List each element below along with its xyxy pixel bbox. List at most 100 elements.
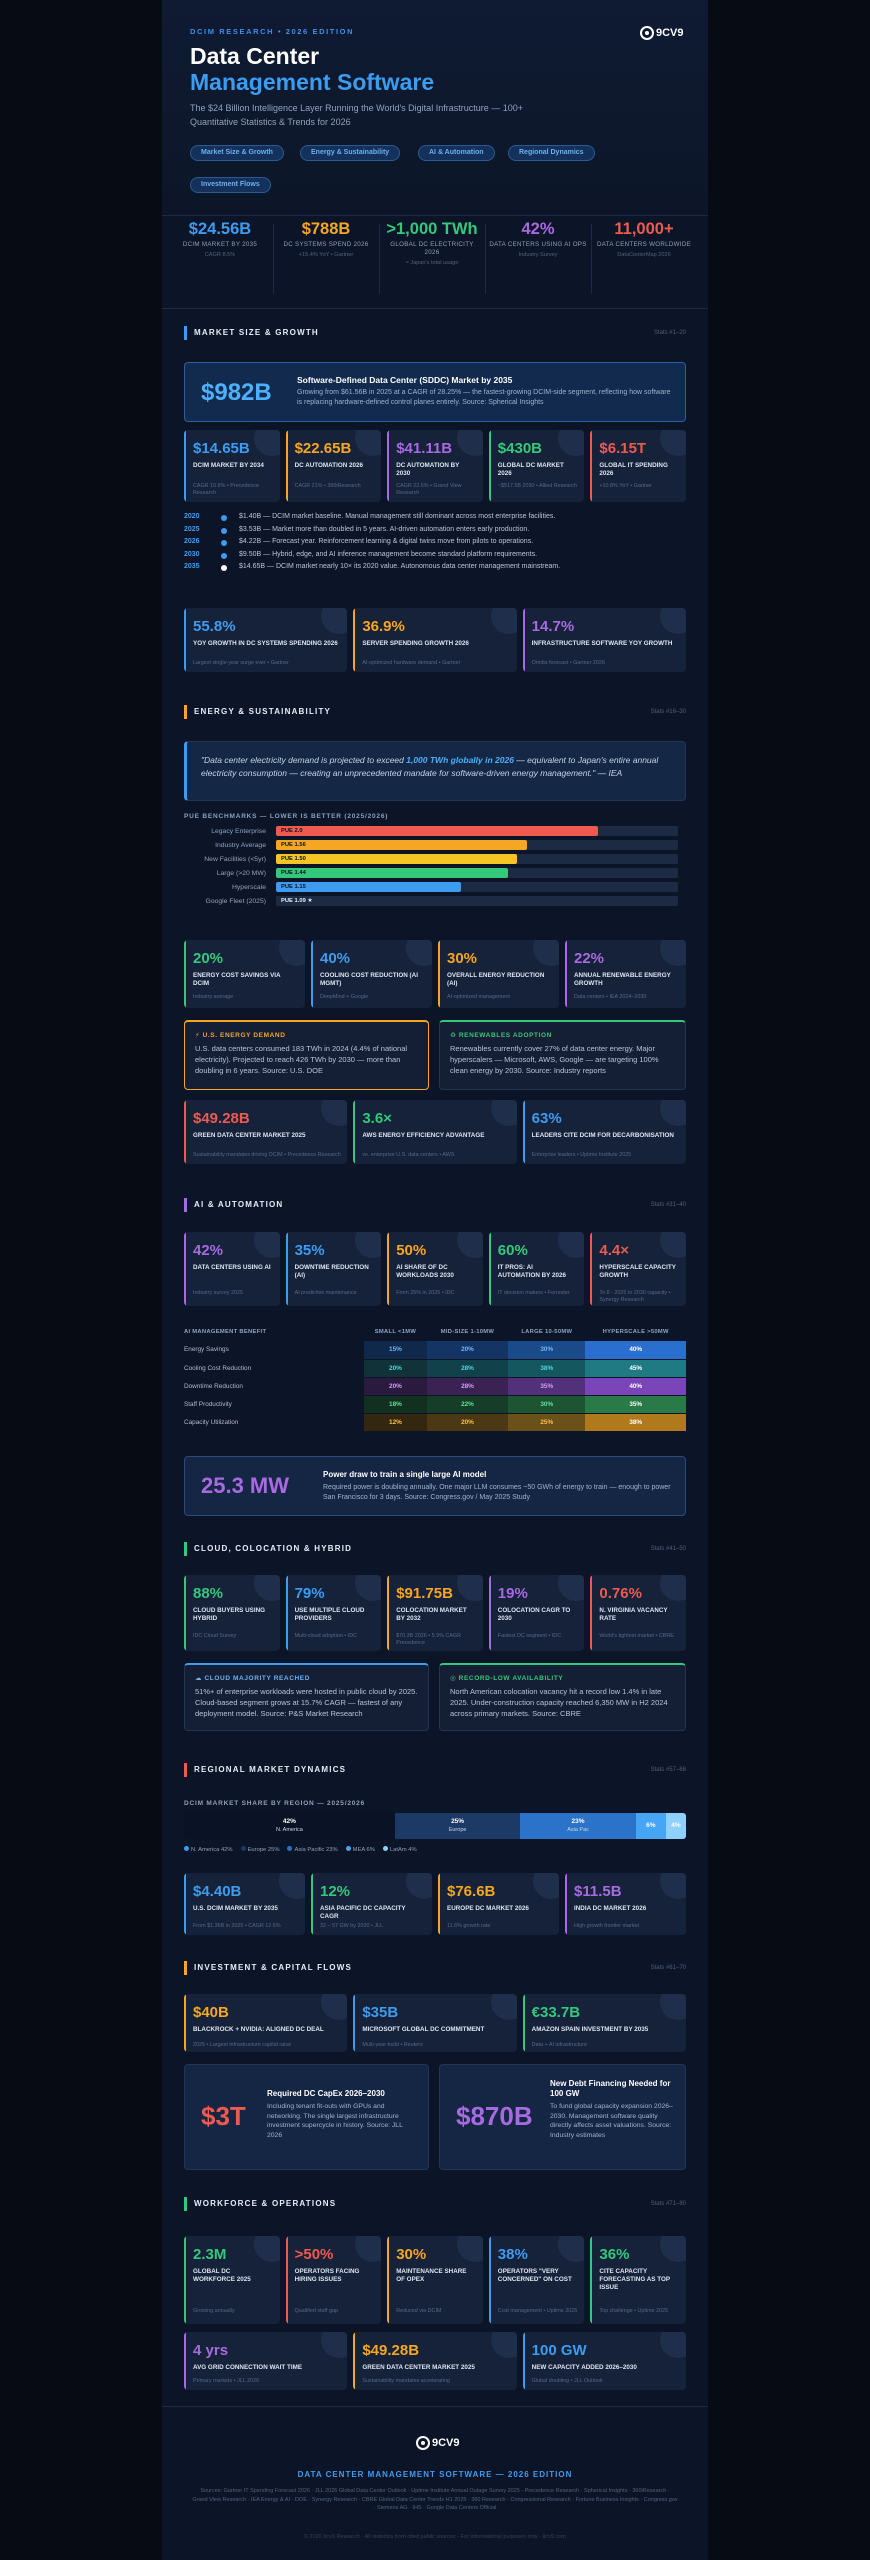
region-segment-pct: 25% — [451, 1818, 465, 1825]
card-label: N. VIRGINIA VACANCY RATE — [599, 1607, 668, 1622]
card-source: Data + AI infrastructure — [531, 2042, 587, 2048]
hero: DCIM RESEARCH • 2026 EDITION 9CV9 Data C… — [162, 0, 708, 215]
table-cell: 30% — [508, 1395, 586, 1414]
pue-bar-row: Legacy Enterprise PUE 2.0 — [184, 826, 686, 838]
card-source: AI predictive maintenance — [294, 1290, 357, 1296]
kpi-value: 42% — [521, 220, 555, 238]
timeline-item: 2030 $9.50B — Hybrid, edge, and AI infere… — [184, 551, 686, 561]
cloud-cards-card: 0.76% N. VIRGINIA VACANCY RATE World's tig… — [590, 1575, 686, 1651]
legend-item: MEA 6% — [345, 1846, 375, 1853]
kpi-source: DataCenterMap 2026 — [617, 252, 671, 258]
market-cards-card: $430B GLOBAL DC MARKET 2026 ~$517.5B 2030 … — [488, 430, 585, 502]
region-segment-pct: 6% — [646, 1822, 656, 1829]
card-source: Industry survey 2025 — [193, 1290, 244, 1296]
footer-title: DATA CENTER MANAGEMENT SOFTWARE — 2026 E… — [297, 2470, 573, 2479]
pue-bar-row: Hyperscale PUE 1.15 — [184, 882, 686, 894]
card-source: Cost management • Uptime 2025 — [497, 2308, 578, 2314]
pue-bar-value: PUE 1.44 — [281, 869, 306, 876]
pill-regional[interactable]: Regional Dynamics — [508, 145, 595, 161]
card-decoration — [406, 940, 432, 966]
kpi-value: $788B — [301, 220, 351, 238]
table-cell: 45% — [585, 1359, 686, 1378]
card-source: 2025 • Largest infrastructure capital ra… — [193, 2042, 292, 2048]
card-value: 2.3M — [193, 2246, 227, 2263]
pue-bar-row: New Facilities (<5yr) PUE 1.50 — [184, 854, 686, 866]
card-source: CAGR 21% • 360iResearch — [294, 483, 361, 489]
legend-label: N. America 42% — [191, 1847, 233, 1853]
card-label: CLOUD BUYERS USING HYBRID — [193, 1607, 266, 1622]
card-value: $41.11B — [396, 440, 453, 457]
card-source: Qualified staff gap — [294, 2308, 338, 2314]
footer-sources: Sources: Gartner IT Spending Forecast 20… — [192, 2488, 678, 2511]
ai-cards-card: 60% IT PROS: AI AUTOMATION BY 2026 IT deci… — [488, 1232, 585, 1306]
pue-bar-label: Industry Average — [215, 842, 266, 849]
card-decoration — [659, 430, 686, 456]
sddc-highlight: $982B Software-Defined Data Center (SDDC… — [184, 362, 686, 422]
card-source: Omdia forecast • Gartner 2026 — [531, 660, 605, 666]
energy-cards2-card: 63% LEADERS CITE DCIM FOR DECARBONISATION… — [522, 1100, 686, 1164]
table-cell: 12% — [364, 1413, 427, 1432]
regional-cards-card: $11.5B INDIA DC MARKET 2026 High growth fr… — [565, 1873, 686, 1935]
pue-bar-label: Google Fleet (2025) — [205, 898, 266, 905]
legend-item: LatAm 4% — [382, 1846, 417, 1853]
card-value: $14.65B — [193, 440, 250, 457]
sddc-value: $982B — [201, 379, 272, 406]
pill-ai[interactable]: AI & Automation — [418, 145, 495, 161]
kpi-1: $788B DC SYSTEMS SPEND 2026 +15.4% YoY • G… — [273, 220, 376, 294]
card-label: DC AUTOMATION BY 2030 — [396, 462, 460, 477]
invest-cards-card: $35B MICROSOFT GLOBAL DC COMMITMENT Multi-… — [353, 1994, 517, 2052]
pue-bar-value: PUE 1.56 — [281, 841, 306, 848]
legend-item: Europe 25% — [240, 1846, 279, 1853]
region-segment: 6% — [635, 1813, 666, 1839]
card-decoration — [558, 1575, 585, 1601]
timeline-year: 2030 — [184, 550, 200, 558]
card-value: 63% — [531, 1110, 562, 1127]
pill-investment[interactable]: Investment Flows — [190, 177, 271, 193]
timeline-year: 2035 — [184, 563, 200, 570]
card-value: 88% — [193, 1585, 224, 1602]
table-header: HYPERSCALE >50MW — [602, 1329, 669, 1335]
pill-energy[interactable]: Energy & Sustainability — [300, 145, 401, 161]
table-cell: 15% — [364, 1341, 427, 1360]
card-decoration — [490, 608, 517, 634]
regional-cards-card: $76.6B EUROPE DC MARKET 2026 11.6% growth … — [438, 1873, 559, 1935]
energy-cards2-card: 3.6× AWS ENERGY EFFICIENCY ADVANTAGE vs. e… — [353, 1100, 517, 1164]
card-decoration — [533, 940, 559, 966]
card-source: vs. enterprise U.S. data centers • AWS — [362, 1152, 455, 1158]
regional-cards-card: $4.40B U.S. DCIM MARKET BY 2035 From $1.36… — [184, 1873, 305, 1935]
kpi-0: $24.56B DCIM MARKET BY 2035 CAGR 8.5% — [170, 220, 270, 258]
pue-bar-label: Large (>20 MW) — [216, 870, 266, 877]
card-value: $91.75B — [396, 1585, 453, 1602]
card-label: MAINTENANCE SHARE OF OPEX — [396, 2268, 467, 2283]
table-row-label: Cooling Cost Reduction — [184, 1359, 364, 1378]
card-label: HYPERSCALE CAPACITY GROWTH — [599, 1264, 676, 1279]
pue-bar-row: Large (>20 MW) PUE 1.44 — [184, 868, 686, 880]
card-decoration — [659, 608, 686, 634]
card-decoration — [355, 430, 382, 456]
card-label: AWS ENERGY EFFICIENCY ADVANTAGE — [362, 1132, 485, 1139]
pue-bar-track: PUE 1.15 — [276, 882, 678, 892]
kpi-3: 42% DATA CENTERS USING AI OPS Industry Sur… — [485, 220, 588, 294]
kpi-value: >1,000 TWh — [386, 220, 478, 238]
legend-swatch — [345, 1846, 351, 1851]
iea-quote: "Data center electricity demand is proje… — [184, 741, 686, 801]
kpi-divider — [591, 224, 592, 294]
card-value: $49.28B — [362, 2342, 420, 2359]
section-header-market: MARKET SIZE & GROWTH Stats #1–20 — [184, 326, 686, 340]
eyebrow: DCIM RESEARCH • 2026 EDITION — [190, 27, 355, 36]
timeline-dot — [221, 540, 227, 546]
timeline-dot — [221, 527, 227, 534]
table-cell: 38% — [585, 1413, 686, 1432]
card-source: DeepMind + Google — [320, 994, 369, 1000]
work-cards2-card: $49.28B GREEN DATA CENTER MARKET 2025 Sust… — [353, 2332, 517, 2390]
cloud-cards-card: 19% COLOCATION CAGR TO 2030 Fastest DC seg… — [488, 1575, 585, 1651]
card-value: 36% — [599, 2246, 630, 2263]
region-segment-name: N. America — [275, 1827, 303, 1833]
ai-cards-card: 42% DATA CENTERS USING AI Industry survey … — [184, 1232, 280, 1306]
card-decoration — [456, 1232, 483, 1258]
record-low-note: ◎ RECORD-LOW AVAILABILITY North American… — [439, 1663, 686, 1731]
pill-market[interactable]: Market Size & Growth — [190, 145, 284, 161]
card-decoration — [406, 1873, 432, 1899]
legend-label: Asia Pacific 23% — [294, 1847, 338, 1853]
work-cards2-card: 100 GW NEW CAPACITY ADDED 2026–2030 Global… — [522, 2332, 686, 2390]
